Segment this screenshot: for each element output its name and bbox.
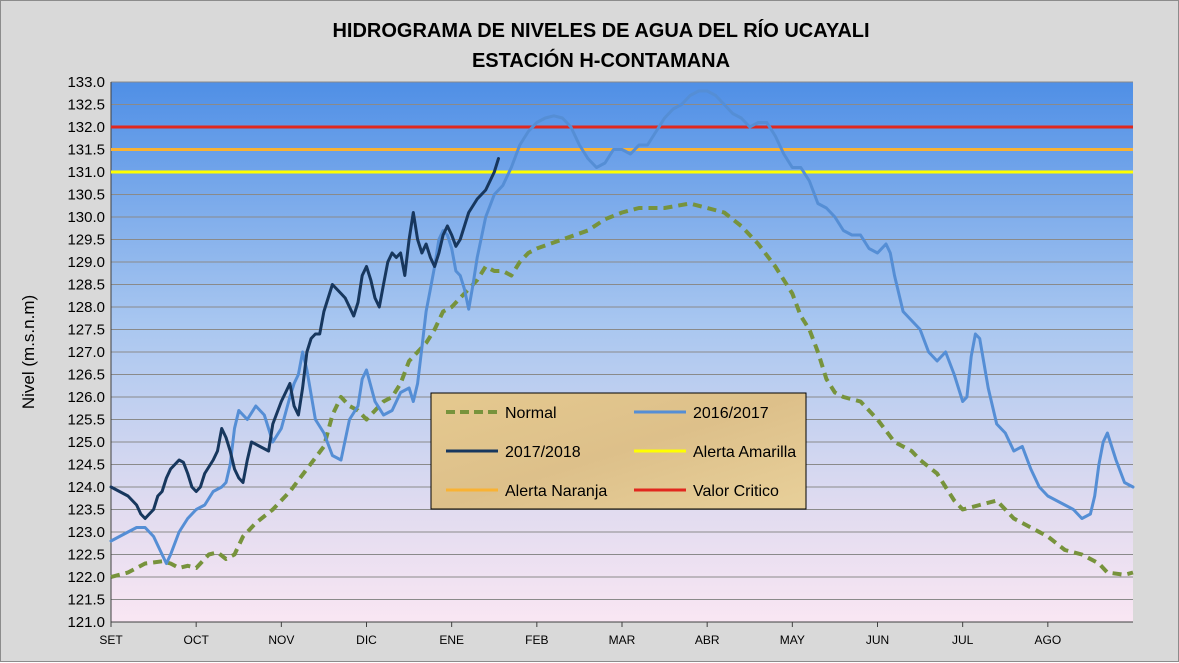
legend: Normal 2016/2017 2017/2018 Alerta Amarilla A… [430, 392, 807, 510]
x-tick-label: ABR [695, 633, 720, 647]
y-tick-label: 125.5 [67, 412, 105, 429]
series-2016-2017 [109, 89, 1135, 565]
y-tick-label: 123.5 [67, 502, 105, 519]
chart-title: HIDROGRAMA DE NIVELES DE AGUA DEL RÍO UC… [332, 19, 869, 42]
y-tick-label: 125.0 [67, 434, 105, 451]
y-tick-label: 121.0 [67, 614, 105, 631]
y-tick-label: 131.0 [67, 164, 105, 181]
x-axis-ticks: SET OCT NOV DIC ENE FEB MAR ABR MAY JUN JUL AGO [99, 622, 1061, 647]
legend-label-valor-critico: Valor Critico [693, 483, 779, 500]
x-tick-label: FEB [525, 633, 548, 647]
x-tick-label: JUN [866, 633, 889, 647]
y-tick-label: 127.0 [67, 344, 105, 361]
x-tick-label: NOV [268, 633, 294, 647]
y-tick-label: 133.0 [67, 74, 105, 91]
y-tick-label: 122.0 [67, 569, 105, 586]
y-tick-label: 129.0 [67, 254, 105, 271]
x-tick-label: ENE [439, 633, 464, 647]
y-axis-ticks: 121.0 121.5 122.0 122.5 123.0 123.5 124.0 124.5… [67, 74, 105, 631]
series-2017-2018 [109, 157, 500, 520]
y-tick-label: 132.5 [67, 97, 105, 114]
x-tick-label: JUL [952, 633, 974, 647]
series-lines [109, 89, 1135, 579]
x-tick-label: AGO [1034, 633, 1061, 647]
x-tick-label: DIC [356, 633, 377, 647]
series-normal [110, 201, 1134, 579]
y-tick-label: 124.0 [67, 479, 105, 496]
y-tick-label: 124.5 [67, 457, 105, 474]
legend-label-2017-2018: 2017/2018 [505, 444, 581, 461]
y-tick-label: 126.5 [67, 367, 105, 384]
y-tick-label: 128.0 [67, 299, 105, 316]
x-tick-label: MAY [780, 633, 805, 647]
legend-label-alerta-naranja: Alerta Naranja [505, 483, 607, 500]
y-tick-label: 128.5 [67, 277, 105, 294]
y-tick-label: 131.5 [67, 142, 105, 159]
y-tick-label: 130.5 [67, 187, 105, 204]
y-tick-label: 121.5 [67, 592, 105, 609]
x-tick-label: SET [99, 633, 123, 647]
legend-label-normal: Normal [505, 405, 557, 422]
y-axis-label: Nivel (m.s.n.m) [19, 295, 38, 409]
y-tick-label: 122.5 [67, 547, 105, 564]
legend-label-2016-2017: 2016/2017 [693, 405, 769, 422]
legend-label-alerta-amarilla: Alerta Amarilla [693, 444, 796, 461]
y-tick-label: 127.5 [67, 322, 105, 339]
x-tick-label: OCT [183, 633, 209, 647]
y-tick-label: 129.5 [67, 232, 105, 249]
chart-subtitle: ESTACIÓN H-CONTAMANA [472, 48, 730, 72]
y-tick-label: 130.0 [67, 209, 105, 226]
y-tick-label: 123.0 [67, 524, 105, 541]
y-tick-label: 132.0 [67, 119, 105, 136]
x-tick-label: MAR [609, 633, 636, 647]
y-tick-label: 126.0 [67, 389, 105, 406]
